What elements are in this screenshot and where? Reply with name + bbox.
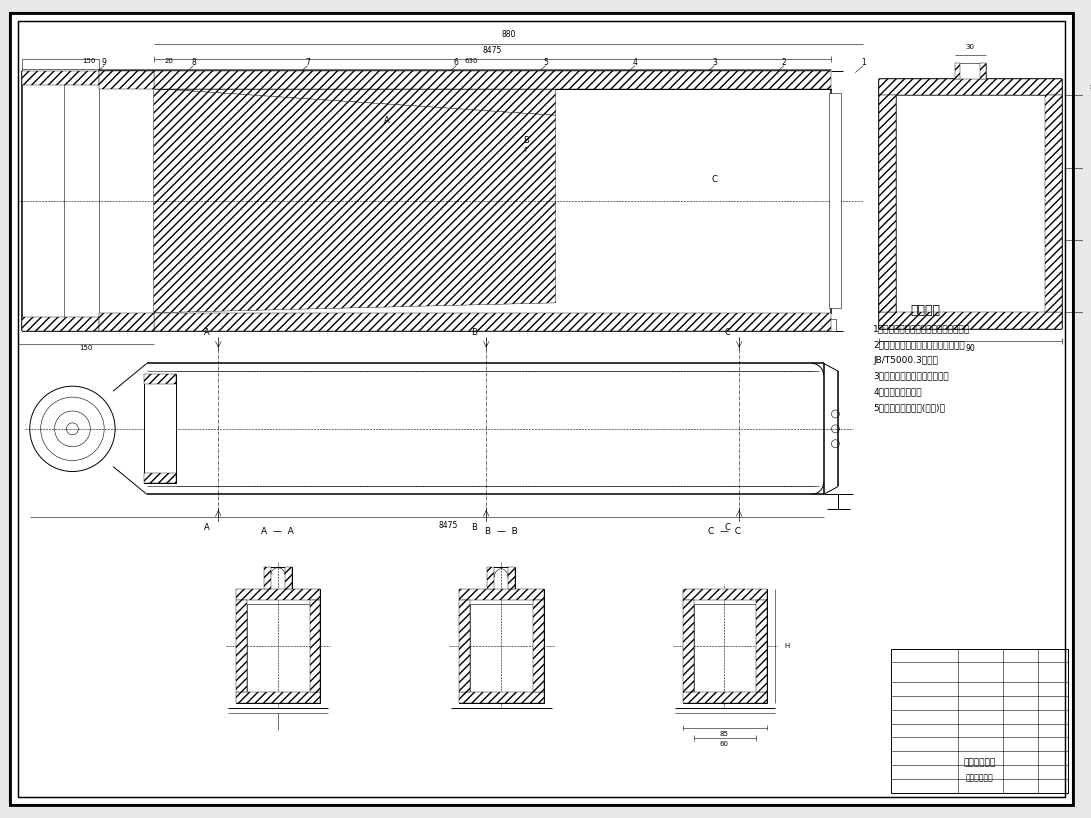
Bar [154, 70, 831, 88]
Bar [892, 725, 958, 736]
Bar [310, 600, 321, 692]
Bar [144, 375, 176, 483]
Bar [981, 63, 986, 79]
Bar [756, 600, 767, 692]
Text: A: A [384, 116, 389, 125]
Text: 8: 8 [191, 58, 196, 67]
Bar [488, 567, 515, 589]
Text: 龙门式举升机: 龙门式举升机 [966, 774, 993, 783]
Text: C: C [724, 328, 730, 337]
Text: C  —  C: C — C [708, 527, 741, 536]
Bar [532, 600, 543, 692]
Bar [892, 683, 958, 694]
Text: 7: 7 [305, 58, 310, 67]
Bar [247, 605, 310, 692]
Bar [683, 589, 767, 600]
Bar [236, 600, 247, 692]
Bar [236, 589, 321, 703]
Text: B: B [471, 523, 477, 532]
Bar [99, 70, 154, 88]
Bar [459, 589, 543, 703]
Bar [144, 375, 176, 384]
Text: ↕: ↕ [1089, 84, 1091, 89]
Bar [879, 312, 1062, 329]
Text: 3: 3 [712, 58, 717, 67]
Text: C: C [711, 175, 718, 184]
Bar [22, 59, 99, 70]
Text: 2: 2 [781, 58, 787, 67]
Bar [459, 589, 543, 600]
Bar [285, 567, 291, 589]
Bar [459, 692, 543, 703]
Bar [22, 317, 99, 330]
Text: 前左大臂总成: 前左大臂总成 [963, 759, 995, 768]
Text: 9: 9 [101, 58, 107, 67]
Text: C: C [724, 523, 730, 532]
Text: 3、焊件人工时效，去除应力。: 3、焊件人工时效，去除应力。 [873, 371, 949, 380]
Bar [694, 605, 756, 692]
Bar [806, 319, 837, 330]
Text: 150: 150 [80, 345, 93, 352]
Text: 1: 1 [861, 58, 865, 67]
Polygon shape [154, 88, 555, 312]
Text: 8475: 8475 [483, 47, 502, 56]
Bar [154, 312, 831, 330]
Text: 630: 630 [465, 58, 478, 64]
Bar [1045, 96, 1062, 312]
Text: 30: 30 [966, 44, 975, 50]
Text: H: H [784, 643, 790, 649]
Text: 150: 150 [83, 58, 96, 64]
Text: 1、所有焊缝不准有不透、焊蚀等缺陷。: 1、所有焊缝不准有不透、焊蚀等缺陷。 [873, 324, 970, 333]
Bar [144, 474, 176, 483]
Text: 90: 90 [966, 344, 975, 353]
Bar [470, 605, 532, 692]
Text: 4: 4 [633, 58, 637, 67]
Text: A: A [204, 523, 209, 532]
Text: 85: 85 [720, 731, 729, 738]
Bar [955, 63, 986, 79]
Bar [879, 79, 1062, 96]
Bar [683, 589, 767, 703]
Bar [955, 63, 960, 79]
Text: 8475: 8475 [439, 520, 457, 529]
Bar [508, 567, 515, 589]
Bar [488, 567, 494, 589]
Polygon shape [154, 70, 555, 115]
Text: 20: 20 [165, 58, 173, 64]
Bar [891, 649, 1068, 793]
Text: A  —  A: A — A [262, 527, 295, 536]
Bar [236, 692, 321, 703]
Text: A: A [204, 328, 209, 337]
Text: B  —  B: B — B [484, 527, 517, 536]
Text: 技术条件: 技术条件 [911, 304, 940, 317]
Bar [892, 739, 958, 750]
Bar [683, 600, 694, 692]
Bar [892, 669, 958, 681]
Bar [892, 697, 958, 708]
Text: 60: 60 [720, 741, 729, 748]
Text: 6: 6 [454, 58, 459, 67]
Bar [236, 589, 321, 600]
Text: B: B [471, 328, 477, 337]
Text: 2、焊接件未注尺寸公差与形位公差按: 2、焊接件未注尺寸公差与形位公差按 [873, 340, 964, 349]
Bar [879, 96, 896, 312]
Bar [264, 567, 271, 589]
Text: JB/T5000.3执行。: JB/T5000.3执行。 [873, 356, 938, 365]
Text: ↑: ↑ [523, 147, 529, 153]
Bar [892, 711, 958, 722]
Bar [264, 567, 291, 589]
Bar [829, 93, 841, 308]
Text: 880: 880 [502, 30, 516, 39]
Text: B: B [523, 136, 529, 145]
Text: 4、表面喷丸处理。: 4、表面喷丸处理。 [873, 388, 922, 397]
Text: 5: 5 [543, 58, 548, 67]
Bar [99, 312, 154, 330]
Bar [459, 600, 470, 692]
Bar [22, 70, 99, 84]
Bar [683, 692, 767, 703]
Bar [892, 753, 958, 764]
Text: 5、表面处理：喷塑(红色)。: 5、表面处理：喷塑(红色)。 [873, 403, 945, 412]
